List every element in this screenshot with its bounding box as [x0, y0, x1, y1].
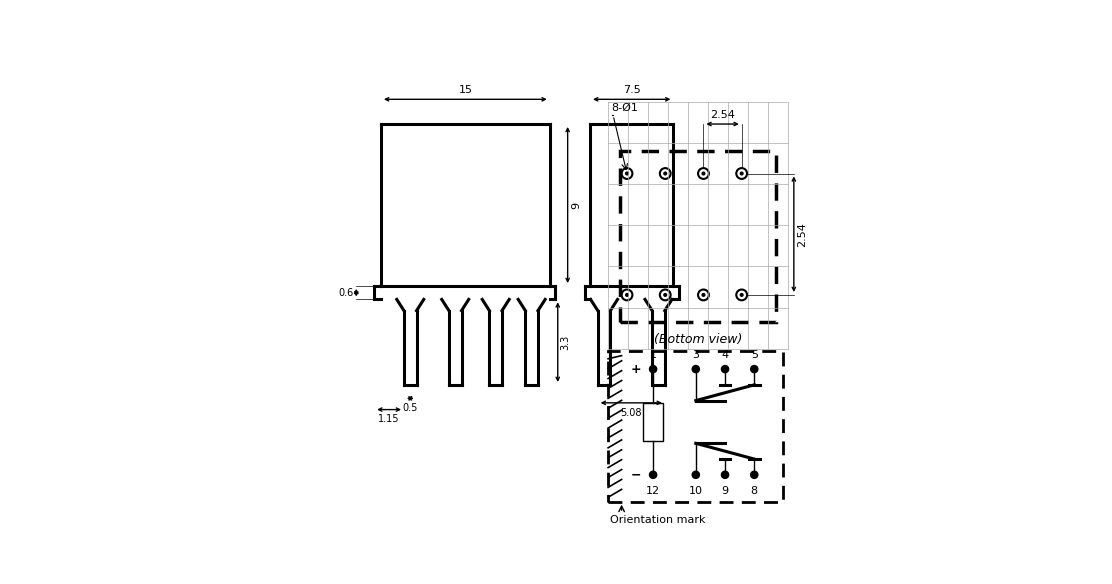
Text: 9: 9 [722, 486, 728, 496]
Text: 5.08: 5.08 [620, 408, 642, 418]
Text: 8-Ø1: 8-Ø1 [612, 103, 638, 113]
Circle shape [722, 471, 728, 478]
Text: 9: 9 [572, 201, 582, 208]
Circle shape [626, 172, 628, 175]
Circle shape [664, 294, 666, 296]
Text: +: + [631, 363, 641, 376]
Text: 0.6: 0.6 [339, 288, 354, 298]
Text: 10: 10 [688, 486, 703, 496]
Text: −: − [631, 468, 641, 481]
Circle shape [692, 471, 699, 478]
Circle shape [649, 366, 657, 373]
Text: 3: 3 [693, 350, 699, 360]
Bar [608, 351, 784, 502]
Circle shape [649, 471, 657, 478]
Text: 2.54: 2.54 [797, 222, 807, 246]
Circle shape [751, 471, 758, 478]
Text: 8: 8 [751, 486, 758, 496]
Bar [643, 403, 663, 441]
Text: 12: 12 [646, 486, 661, 496]
Circle shape [692, 366, 699, 373]
Text: (Bottom view): (Bottom view) [654, 333, 742, 346]
Text: 1.15: 1.15 [378, 414, 400, 424]
Circle shape [722, 366, 728, 373]
Circle shape [664, 172, 666, 175]
Circle shape [702, 172, 705, 175]
Circle shape [741, 172, 743, 175]
Bar [620, 151, 776, 322]
Text: Orientation mark: Orientation mark [610, 515, 706, 525]
Text: 15: 15 [458, 85, 473, 95]
Text: 0.5: 0.5 [403, 403, 418, 413]
Text: 2.54: 2.54 [711, 110, 735, 120]
Text: 3.3: 3.3 [560, 335, 570, 350]
Circle shape [626, 294, 628, 296]
Circle shape [741, 294, 743, 296]
Text: 5: 5 [751, 350, 757, 360]
Text: 4: 4 [722, 350, 728, 360]
Circle shape [751, 366, 758, 373]
Text: 1: 1 [649, 350, 656, 360]
Circle shape [702, 294, 705, 296]
Text: 7.5: 7.5 [623, 85, 641, 95]
